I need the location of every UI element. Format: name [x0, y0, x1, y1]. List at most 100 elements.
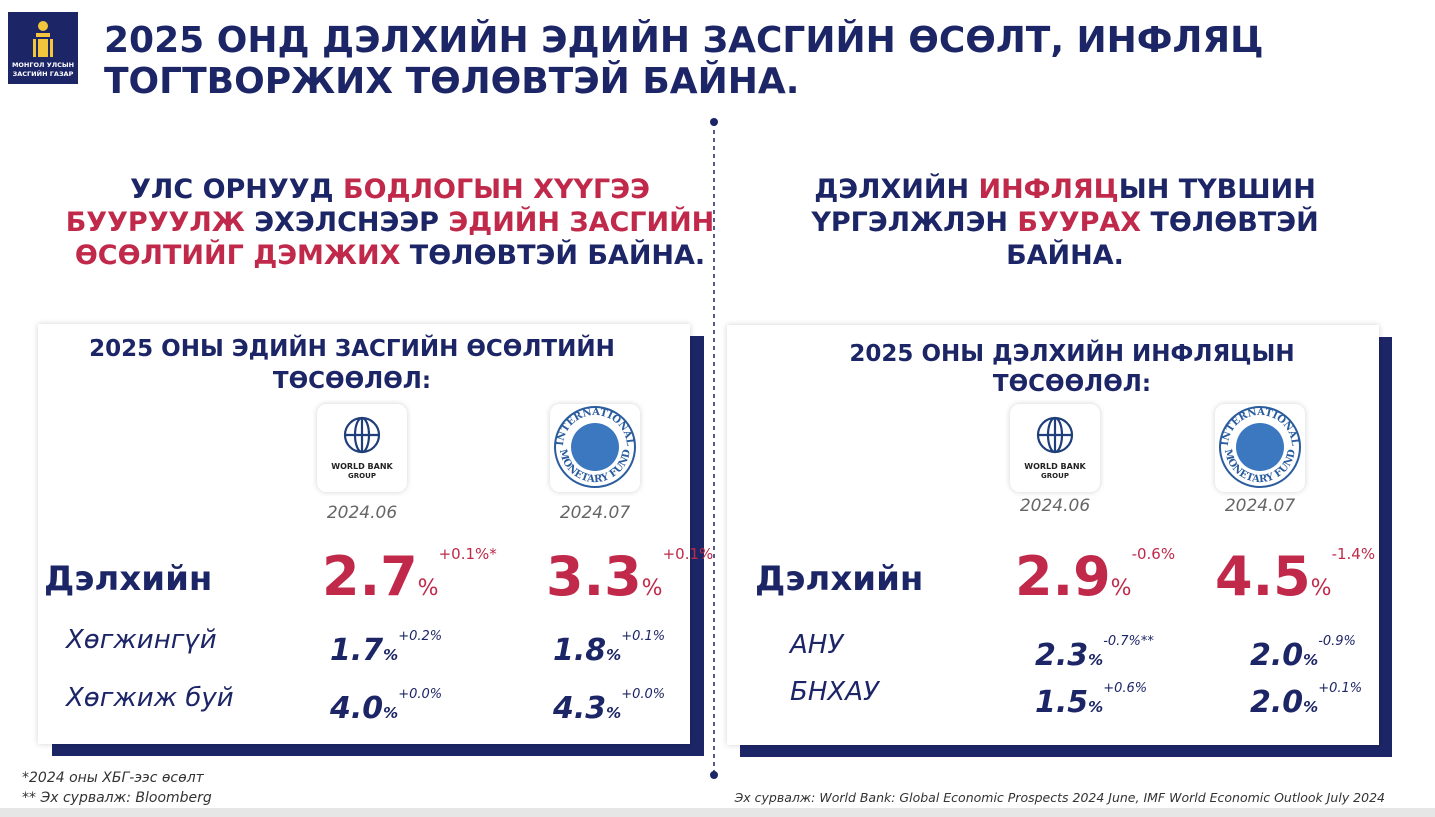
value: 2.9: [1015, 545, 1111, 608]
sub-value: 4.0%+0.0%: [329, 687, 442, 726]
sub-value: 2.0%+0.1%: [1250, 681, 1362, 720]
source-date: 2024.07: [1225, 496, 1295, 516]
main-value: 4.5%-1.4%: [1215, 545, 1375, 608]
main-value: 2.9%-0.6%: [1015, 545, 1175, 608]
row-label: Хөгжиж буй: [64, 683, 234, 713]
footnote: ** Эх сурвалж: Bloomberg: [22, 790, 212, 806]
change: +0.0%: [398, 687, 442, 702]
title: ТОГТВОРЖИХ ТӨЛӨВТЭЙ БАЙНА.: [104, 60, 799, 102]
card-title: 2025 ОНЫ ДЭЛХИЙН ИНФЛЯЦЫН: [849, 339, 1294, 367]
unit: %: [606, 646, 621, 664]
value: 2.0: [1250, 638, 1303, 673]
row-label: Дэлхийн: [755, 559, 923, 599]
card-title: 2025 ОНЫ ЭДИЙН ЗАСГИЙН ӨСӨЛТИЙН: [89, 334, 615, 362]
heading-highlight: БУУРУУЛЖ: [66, 207, 245, 238]
heading-text: ТӨЛӨВТЭЙ: [1141, 206, 1319, 238]
unit: %: [1303, 698, 1318, 716]
card: [38, 324, 690, 744]
divider-dot: [710, 118, 718, 126]
unit: %: [383, 646, 398, 664]
imf-ring: [1219, 406, 1301, 488]
heading-text: ЫН ТҮВШИН: [1119, 174, 1316, 205]
card-title: ТӨСӨӨЛӨЛ:: [993, 371, 1151, 397]
change: +0.6%: [1103, 681, 1147, 696]
main-value: 3.3%+0.1%: [546, 545, 713, 608]
heading-text: ҮРГЭЛЖЛЭН: [810, 207, 1017, 238]
source-date: 2024.07: [560, 503, 630, 523]
heading-text: ДЭЛХИЙН: [814, 173, 978, 205]
imf-ring: [554, 406, 636, 488]
heading-text: БАЙНА.: [1006, 239, 1124, 271]
change: +0.1%*: [439, 545, 498, 563]
card: [727, 325, 1379, 745]
change: -0.9%: [1318, 634, 1356, 649]
unit: %: [1088, 651, 1103, 669]
logo-text: ЗАСГИЙН ГАЗАР: [13, 69, 74, 78]
divider-dot: [710, 771, 718, 779]
heading: БАЙНА.: [1006, 239, 1124, 271]
unit: %: [418, 576, 439, 601]
value: 2.3: [1035, 638, 1088, 673]
value: 1.7: [330, 633, 383, 668]
logo-text: WORLD BANK: [331, 462, 393, 471]
change: -1.4%: [1332, 545, 1376, 563]
imf-globe: [1236, 423, 1284, 471]
sub-value: 1.5%+0.6%: [1035, 681, 1147, 720]
heading: БУУРУУЛЖ ЭХЭЛСНЭЭР ЭДИЙН ЗАСГИЙН: [66, 206, 715, 238]
footnote: *2024 оны ХБГ-ээс өсөлт: [22, 770, 205, 786]
sub-value: 1.8%+0.1%: [553, 629, 665, 668]
heading-highlight: ЭДИЙН ЗАСГИЙН: [448, 206, 714, 238]
change: +0.1%: [1318, 681, 1362, 696]
unit: %: [642, 576, 663, 601]
logo-text: WORLD BANK: [1024, 462, 1086, 471]
logo-emblem: [33, 21, 53, 57]
heading-highlight: БОДЛОГЫН ХҮҮГЭЭ: [343, 174, 650, 205]
heading: УЛС ОРНУУД БОДЛОГЫН ХҮҮГЭЭ: [130, 174, 650, 205]
heading-text: ТӨЛӨВТЭЙ БАЙНА.: [400, 239, 705, 271]
source: Эх сурвалж: World Bank: Global Economic …: [734, 790, 1385, 805]
logo-text: GROUP: [1041, 472, 1069, 480]
sub-value: 1.7%+0.2%: [330, 629, 442, 668]
title: 2025 ОНД ДЭЛХИЙН ЭДИЙН ЗАСГИЙН ӨСӨЛТ, ИН…: [104, 19, 1264, 61]
value: 1.5: [1035, 685, 1088, 720]
value: 4.5: [1215, 545, 1311, 608]
unit: %: [383, 704, 398, 722]
row-label: Хөгжингүй: [64, 625, 217, 655]
main-value: 2.7%+0.1%*: [322, 545, 497, 608]
change: -0.6%: [1132, 545, 1176, 563]
sub-value: 2.3%-0.7%**: [1035, 634, 1154, 673]
heading-highlight: ӨСӨЛТИЙГ ДЭМЖИХ: [75, 239, 401, 271]
heading-highlight: БУУРАХ: [1017, 207, 1141, 238]
change: +0.1%: [621, 629, 665, 644]
change: +0.0%: [621, 687, 665, 702]
row-label: БНХАУ: [790, 677, 881, 707]
change: -0.7%**: [1103, 634, 1154, 649]
value: 1.8: [553, 633, 606, 668]
value: 2.0: [1250, 685, 1303, 720]
heading: ҮРГЭЛЖЛЭН БУУРАХ ТӨЛӨВТЭЙ: [810, 206, 1318, 238]
heading-text: ЭХЭЛСНЭЭР: [245, 207, 449, 238]
change: +0.1%: [663, 545, 714, 563]
unit: %: [1311, 576, 1332, 601]
unit: %: [606, 704, 621, 722]
logo-text: GROUP: [348, 472, 376, 480]
heading: ӨСӨЛТИЙГ ДЭМЖИХ ТӨЛӨВТЭЙ БАЙНА.: [75, 239, 705, 271]
unit: %: [1088, 698, 1103, 716]
source-date: 2024.06: [327, 503, 397, 523]
sub-value: 4.3%+0.0%: [552, 687, 665, 726]
unit: %: [1303, 651, 1318, 669]
heading: ДЭЛХИЙН ИНФЛЯЦЫН ТҮВШИН: [814, 173, 1316, 205]
logo-text: МОНГОЛ УЛСЫН: [12, 61, 74, 69]
value: 4.0: [329, 691, 383, 726]
heading-text: УЛС ОРНУУД: [130, 174, 343, 205]
wb-globe: [343, 416, 381, 454]
value: 3.3: [546, 545, 642, 608]
value: 2.7: [322, 545, 418, 608]
row-label: Дэлхийн: [44, 559, 212, 599]
unit: %: [1111, 576, 1132, 601]
value: 4.3: [552, 691, 606, 726]
sub-value: 2.0%-0.9%: [1250, 634, 1356, 673]
wb-globe: [1036, 416, 1074, 454]
row-label: АНУ: [788, 630, 845, 660]
